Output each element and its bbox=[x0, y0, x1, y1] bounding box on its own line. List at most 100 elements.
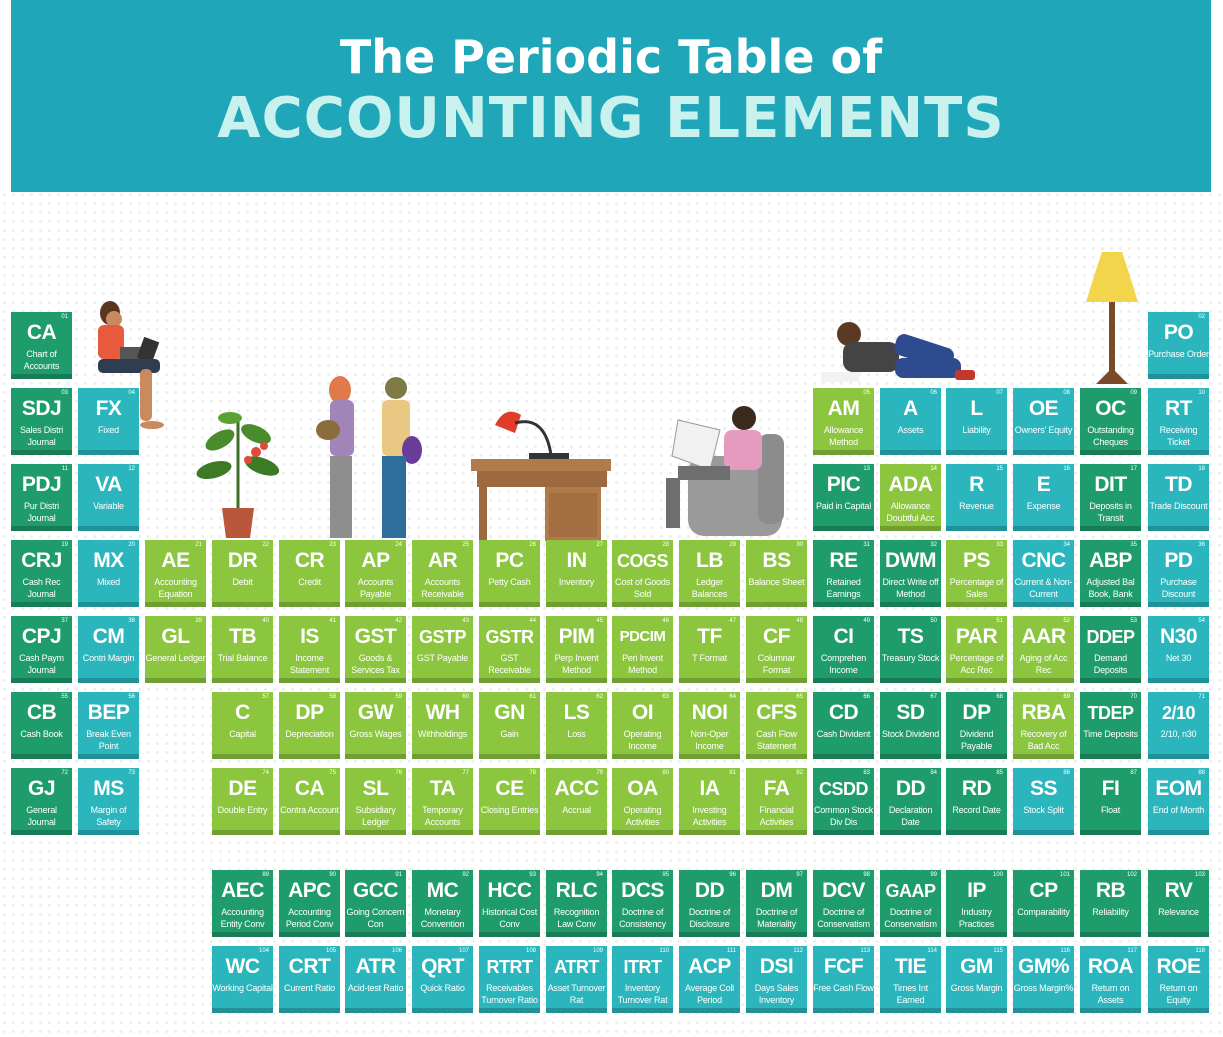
element-number: 22 bbox=[262, 542, 269, 548]
element-number: 14 bbox=[930, 466, 937, 472]
element-symbol: DWM bbox=[885, 549, 936, 572]
element-30: 30 BS Balance Sheet bbox=[746, 540, 807, 607]
element-46: 46 PDCIM Peri Invent Method bbox=[612, 616, 673, 683]
element-105: 105 CRT Current Ratio bbox=[279, 946, 340, 1013]
element-name: Receivables Turnover Ratio bbox=[481, 983, 538, 1005]
element-number: 72 bbox=[61, 770, 68, 776]
element-symbol: TA bbox=[429, 777, 456, 800]
element-37: 37 CPJ Cash Paym Journal bbox=[11, 616, 72, 683]
element-symbol: RT bbox=[1165, 397, 1193, 420]
element-number: 113 bbox=[860, 948, 870, 954]
element-number: 41 bbox=[329, 618, 336, 624]
element-symbol: GST bbox=[354, 625, 397, 648]
element-52: 52 AAR Aging of Acc Rec bbox=[1013, 616, 1074, 683]
element-name: Balance Sheet bbox=[748, 577, 805, 587]
element-name: Inventory Turnover Rat bbox=[617, 983, 668, 1005]
element-name: Temporary Accounts bbox=[422, 805, 463, 827]
element-symbol: MC bbox=[426, 879, 459, 902]
element-name: Acid-test Ratio bbox=[347, 983, 404, 993]
element-name: Doctrine of Consistency bbox=[619, 907, 666, 929]
element-name: Common Stock Div Dis bbox=[813, 805, 874, 827]
element-77: 77 TA Temporary Accounts bbox=[412, 768, 473, 835]
element-name: Assets bbox=[897, 425, 924, 435]
element-name: Fixed bbox=[97, 425, 119, 435]
element-name: Return on Equity bbox=[1159, 983, 1198, 1005]
element-symbol: CA bbox=[294, 777, 325, 800]
element-59: 59 GW Gross Wages bbox=[345, 692, 406, 759]
element-33: 33 PS Percentage of Sales bbox=[946, 540, 1007, 607]
element-name: Investing Activities bbox=[692, 805, 727, 827]
element-name: Historical Cost Conv bbox=[481, 907, 537, 929]
element-name: Accounts Payable bbox=[357, 577, 394, 599]
element-number: 82 bbox=[796, 770, 803, 776]
element-name: Stock Split bbox=[1023, 805, 1064, 815]
element-number: 64 bbox=[729, 694, 736, 700]
element-number: 99 bbox=[930, 872, 937, 878]
element-name: Percentage of Sales bbox=[949, 577, 1004, 599]
element-symbol: TF bbox=[697, 625, 722, 648]
element-name: Closing Entries bbox=[480, 805, 539, 815]
element-symbol: NOI bbox=[691, 701, 728, 724]
element-symbol: QRT bbox=[421, 955, 464, 978]
element-32: 32 DWM Direct Write off Method bbox=[880, 540, 941, 607]
element-name: General Ledger bbox=[145, 653, 206, 663]
element-name: Margin of Safety bbox=[90, 805, 127, 827]
element-symbol: OE bbox=[1028, 397, 1059, 420]
element-name: Accounting Period Conv bbox=[285, 907, 334, 929]
element-49: 49 CI Comprehen Income bbox=[813, 616, 874, 683]
element-symbol: CP bbox=[1029, 879, 1058, 902]
element-symbol: FCF bbox=[823, 955, 864, 978]
desk-with-lamp-illustration bbox=[471, 411, 611, 541]
element-symbol: AAR bbox=[1021, 625, 1067, 648]
element-name: Gross Margin bbox=[950, 983, 1003, 993]
element-number: 26 bbox=[529, 542, 536, 548]
element-87: 87 FI Float bbox=[1080, 768, 1141, 835]
element-symbol: DE bbox=[228, 777, 257, 800]
element-number: 65 bbox=[796, 694, 803, 700]
element-number: 110 bbox=[659, 948, 669, 954]
element-symbol: N30 bbox=[1159, 625, 1198, 648]
element-117: 117 ROA Return on Assets bbox=[1080, 946, 1141, 1013]
element-42: 42 GST Goods & Services Tax bbox=[345, 616, 406, 683]
element-78: 78 CE Closing Entries bbox=[479, 768, 540, 835]
element-symbol: CD bbox=[828, 701, 859, 724]
element-name: Monetary Convention bbox=[420, 907, 465, 929]
element-name: Operating Income bbox=[623, 729, 662, 751]
element-symbol: ACP bbox=[688, 955, 731, 978]
element-15: 15 R Revenue bbox=[946, 464, 1007, 531]
element-93: 93 HCC Historical Cost Conv bbox=[479, 870, 540, 937]
element-number: 73 bbox=[128, 770, 135, 776]
element-symbol: DD bbox=[895, 777, 926, 800]
element-symbol: SS bbox=[1029, 777, 1058, 800]
element-number: 78 bbox=[529, 770, 536, 776]
element-65: 65 CFS Cash Flow Statement bbox=[746, 692, 807, 759]
element-82: 82 FA Financial Activities bbox=[746, 768, 807, 835]
element-name: Cash Rec Journal bbox=[22, 577, 61, 599]
element-symbol: GL bbox=[161, 625, 190, 648]
element-number: 21 bbox=[195, 542, 202, 548]
element-name: Capital bbox=[229, 729, 256, 739]
potted-plant-illustration bbox=[196, 412, 280, 538]
element-name: GST Receivable bbox=[488, 653, 531, 675]
element-68: 68 DP Dividend Payable bbox=[946, 692, 1007, 759]
element-symbol: FI bbox=[1101, 777, 1120, 800]
element-66: 66 CD Cash Divident bbox=[813, 692, 874, 759]
element-name: Cash Book bbox=[20, 729, 63, 739]
man-reading-newspaper-illustration bbox=[666, 406, 784, 536]
element-number: 67 bbox=[930, 694, 937, 700]
element-80: 80 OA Operating Activities bbox=[612, 768, 673, 835]
element-name: Recognition Law Conv bbox=[553, 907, 600, 929]
element-symbol: CF bbox=[763, 625, 791, 648]
element-number: 90 bbox=[329, 872, 336, 878]
woman-with-laptop-illustration bbox=[98, 301, 164, 429]
element-number: 46 bbox=[662, 618, 669, 624]
element-name: Contra Account bbox=[280, 805, 339, 815]
element-symbol: R bbox=[969, 473, 984, 496]
element-47: 47 TF T Format bbox=[679, 616, 740, 683]
element-number: 93 bbox=[529, 872, 536, 878]
element-number: 36 bbox=[1198, 542, 1205, 548]
element-58: 58 DP Depreciation bbox=[279, 692, 340, 759]
element-number: 95 bbox=[662, 872, 669, 878]
element-symbol: PIM bbox=[558, 625, 595, 648]
element-number: 50 bbox=[930, 618, 937, 624]
